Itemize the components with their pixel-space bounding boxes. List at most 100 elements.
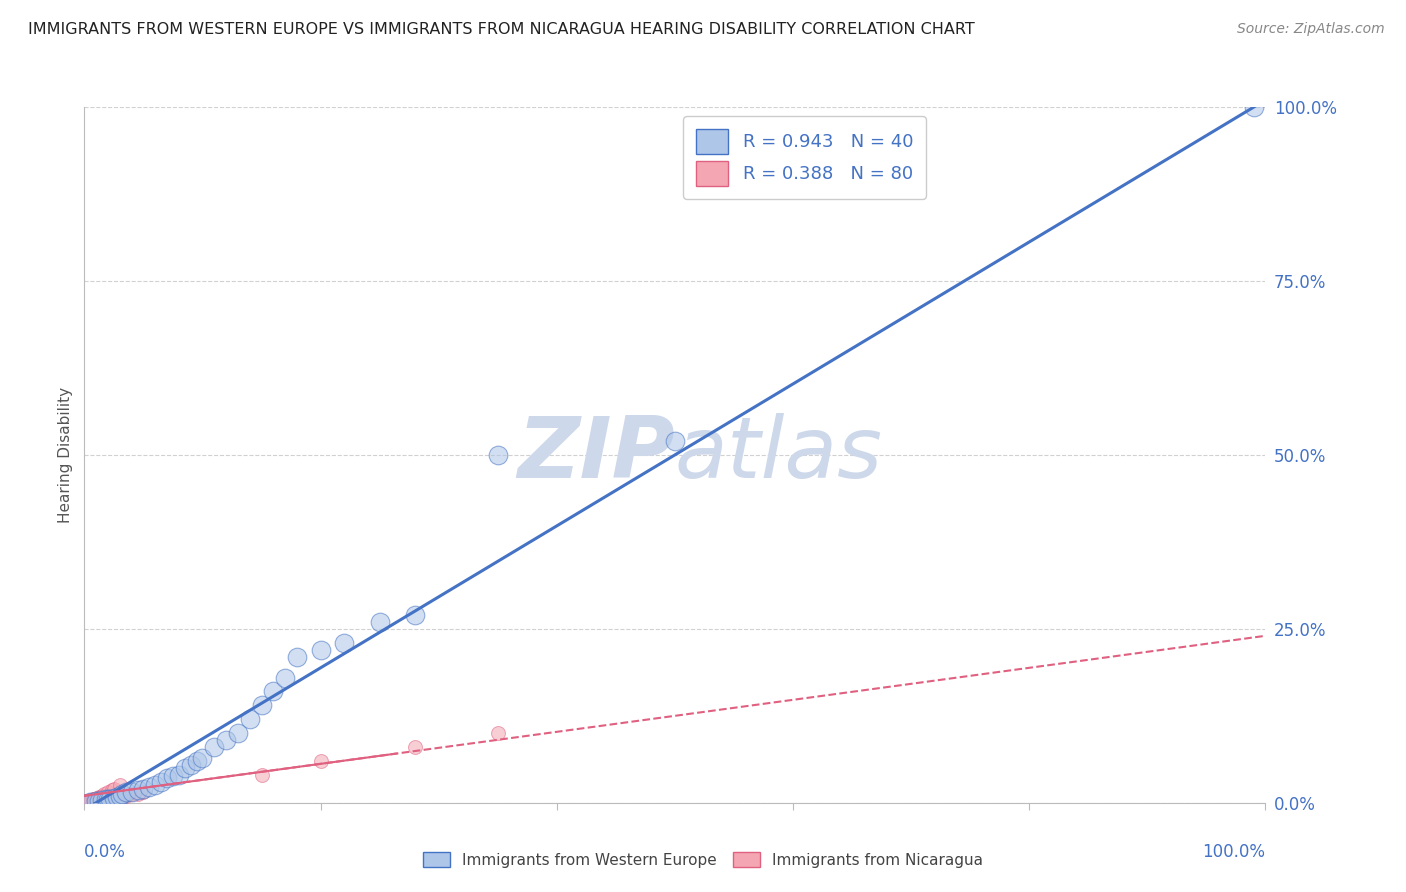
Point <box>77 795 100 809</box>
Text: 100.0%: 100.0% <box>1202 843 1265 861</box>
Point <box>103 781 125 796</box>
Point <box>86 794 108 808</box>
Point <box>77 795 100 809</box>
Point <box>138 780 160 795</box>
Point <box>84 791 107 805</box>
Point <box>84 794 107 808</box>
Point <box>84 794 107 808</box>
Point <box>309 754 332 768</box>
Point <box>77 795 100 809</box>
Point <box>77 794 100 808</box>
Point <box>202 740 225 755</box>
Point <box>121 788 143 802</box>
Point <box>77 795 100 809</box>
Point <box>98 791 121 805</box>
Point <box>77 795 100 809</box>
Point <box>79 795 101 809</box>
Text: ZIP: ZIP <box>517 413 675 497</box>
Point <box>333 636 356 650</box>
Point <box>83 794 105 808</box>
Point <box>97 792 120 806</box>
Point <box>76 794 98 808</box>
Point <box>250 698 273 713</box>
Point <box>121 785 143 799</box>
Point <box>76 795 98 809</box>
Point <box>84 791 107 805</box>
Point <box>75 795 97 809</box>
Point <box>89 793 111 807</box>
Point <box>285 649 308 664</box>
Point <box>91 789 114 803</box>
Point <box>79 794 101 808</box>
Point <box>309 642 332 657</box>
Point <box>76 795 98 809</box>
Point <box>93 788 115 802</box>
Point <box>75 795 97 809</box>
Point <box>250 768 273 782</box>
Point <box>162 769 184 783</box>
Point <box>127 783 149 797</box>
Point <box>180 757 202 772</box>
Point <box>239 712 262 726</box>
Point <box>76 795 98 809</box>
Point <box>486 448 509 462</box>
Point <box>103 791 125 805</box>
Point <box>486 726 509 740</box>
Point <box>156 772 179 786</box>
Point <box>103 791 125 805</box>
Point <box>114 789 136 803</box>
Point <box>91 793 114 807</box>
Point <box>143 778 166 792</box>
Point <box>274 671 297 685</box>
Point <box>98 791 121 805</box>
Point <box>77 795 100 809</box>
Point <box>262 684 284 698</box>
Text: Source: ZipAtlas.com: Source: ZipAtlas.com <box>1237 22 1385 37</box>
Point <box>79 793 101 807</box>
Point <box>82 792 104 806</box>
Point <box>167 768 190 782</box>
Point <box>76 795 98 809</box>
Point <box>76 795 98 809</box>
Point <box>77 795 100 809</box>
Point <box>404 740 426 755</box>
Point <box>150 775 173 789</box>
Point <box>94 792 117 806</box>
Point <box>226 726 249 740</box>
Point <box>108 789 131 803</box>
Point <box>75 795 97 809</box>
Point <box>80 794 103 808</box>
Point <box>127 787 149 801</box>
Legend: R = 0.943   N = 40, R = 0.388   N = 80: R = 0.943 N = 40, R = 0.388 N = 80 <box>683 116 925 199</box>
Point <box>87 790 110 805</box>
Text: 0.0%: 0.0% <box>84 843 127 861</box>
Point <box>97 785 120 799</box>
Point <box>77 795 100 809</box>
Point <box>93 792 115 806</box>
Y-axis label: Hearing Disability: Hearing Disability <box>58 387 73 523</box>
Point <box>87 794 110 808</box>
Point <box>84 794 107 808</box>
Point <box>404 607 426 622</box>
Point <box>91 793 114 807</box>
Point <box>132 781 155 796</box>
Point <box>80 794 103 808</box>
Point <box>173 761 195 775</box>
Point <box>107 790 129 805</box>
Point <box>87 793 110 807</box>
Point <box>215 733 238 747</box>
Point <box>75 795 97 809</box>
Point <box>75 795 97 809</box>
Point <box>79 794 101 808</box>
Point <box>186 754 208 768</box>
Point <box>118 788 141 802</box>
Point <box>77 794 100 808</box>
Point <box>87 794 110 808</box>
Point <box>82 794 104 808</box>
Point <box>83 792 105 806</box>
Point <box>107 791 129 805</box>
Point <box>75 794 97 808</box>
Point <box>114 785 136 799</box>
Point <box>100 783 122 797</box>
Point <box>108 791 131 805</box>
